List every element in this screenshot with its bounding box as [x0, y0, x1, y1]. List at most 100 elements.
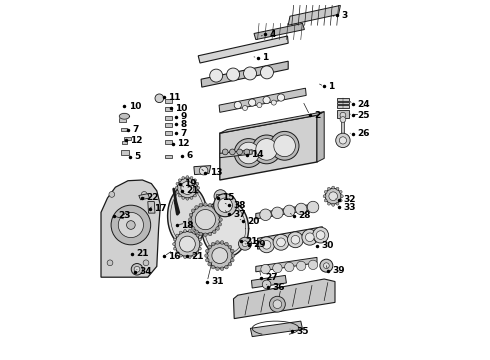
Text: 24: 24	[357, 100, 370, 109]
Text: 39: 39	[332, 266, 345, 275]
Text: 14: 14	[251, 150, 264, 159]
Polygon shape	[337, 105, 349, 108]
Circle shape	[189, 218, 192, 221]
Circle shape	[257, 103, 262, 108]
Text: 8: 8	[180, 120, 187, 129]
Circle shape	[313, 227, 328, 243]
Circle shape	[176, 234, 179, 237]
Circle shape	[302, 229, 318, 245]
Polygon shape	[337, 110, 349, 118]
Circle shape	[270, 296, 285, 312]
Circle shape	[271, 207, 283, 219]
Circle shape	[216, 267, 220, 270]
Bar	[122, 141, 127, 144]
Text: 13: 13	[210, 168, 222, 177]
Circle shape	[208, 232, 212, 236]
Circle shape	[199, 232, 202, 236]
Polygon shape	[219, 88, 306, 112]
Circle shape	[179, 236, 196, 252]
Circle shape	[277, 94, 285, 101]
Circle shape	[212, 248, 228, 264]
Polygon shape	[101, 180, 160, 277]
Circle shape	[273, 234, 289, 250]
Circle shape	[213, 206, 216, 209]
Circle shape	[336, 202, 339, 205]
Bar	[165, 99, 172, 103]
Circle shape	[179, 231, 182, 234]
Circle shape	[252, 135, 281, 164]
Circle shape	[329, 192, 338, 201]
Circle shape	[323, 195, 326, 198]
Circle shape	[248, 99, 256, 106]
Bar	[165, 107, 172, 111]
Bar	[119, 118, 126, 122]
Text: 18: 18	[181, 220, 194, 230]
Circle shape	[210, 69, 222, 82]
Circle shape	[244, 67, 257, 80]
Circle shape	[243, 105, 247, 111]
Circle shape	[193, 231, 196, 234]
Bar	[165, 155, 172, 158]
Circle shape	[307, 201, 319, 213]
Circle shape	[305, 233, 314, 242]
Circle shape	[213, 230, 216, 234]
Circle shape	[295, 203, 307, 215]
Circle shape	[204, 233, 207, 237]
Circle shape	[340, 112, 346, 118]
Text: 26: 26	[357, 129, 370, 138]
Text: 31: 31	[212, 277, 224, 286]
Circle shape	[199, 203, 202, 207]
Circle shape	[234, 139, 263, 167]
Circle shape	[234, 102, 242, 109]
Circle shape	[237, 149, 243, 155]
Circle shape	[273, 264, 282, 273]
Circle shape	[242, 241, 248, 247]
Circle shape	[308, 260, 318, 270]
Circle shape	[175, 231, 200, 257]
Circle shape	[177, 178, 197, 198]
Circle shape	[261, 66, 273, 79]
Circle shape	[141, 192, 147, 197]
Text: 29: 29	[253, 240, 266, 249]
Circle shape	[178, 194, 181, 197]
Circle shape	[194, 179, 196, 182]
Text: 21: 21	[192, 252, 204, 261]
Circle shape	[273, 300, 282, 309]
Text: 20: 20	[247, 217, 260, 226]
Circle shape	[111, 205, 151, 245]
Circle shape	[211, 242, 215, 246]
Circle shape	[131, 264, 143, 275]
Text: 3: 3	[341, 10, 347, 19]
Text: 38: 38	[233, 201, 245, 210]
Polygon shape	[202, 200, 248, 257]
Polygon shape	[220, 150, 252, 158]
Text: 7: 7	[180, 129, 187, 138]
Text: 2: 2	[314, 111, 320, 120]
Circle shape	[176, 183, 179, 185]
Polygon shape	[168, 185, 207, 247]
Circle shape	[218, 198, 232, 212]
Circle shape	[218, 222, 221, 226]
Circle shape	[188, 256, 191, 258]
Circle shape	[277, 238, 285, 247]
Text: 21: 21	[245, 237, 258, 246]
Circle shape	[176, 251, 179, 254]
Circle shape	[134, 266, 140, 272]
Circle shape	[218, 213, 221, 217]
Circle shape	[195, 206, 198, 209]
Circle shape	[220, 241, 224, 244]
Circle shape	[186, 176, 189, 179]
Text: 34: 34	[140, 267, 152, 276]
Circle shape	[208, 262, 211, 266]
Circle shape	[239, 237, 251, 250]
Circle shape	[260, 209, 271, 221]
Circle shape	[320, 259, 333, 272]
Circle shape	[208, 245, 211, 249]
Circle shape	[118, 212, 144, 238]
Polygon shape	[250, 321, 303, 337]
Polygon shape	[337, 102, 349, 104]
Polygon shape	[256, 203, 317, 219]
Circle shape	[182, 197, 185, 199]
Circle shape	[324, 199, 327, 202]
Circle shape	[220, 267, 224, 270]
